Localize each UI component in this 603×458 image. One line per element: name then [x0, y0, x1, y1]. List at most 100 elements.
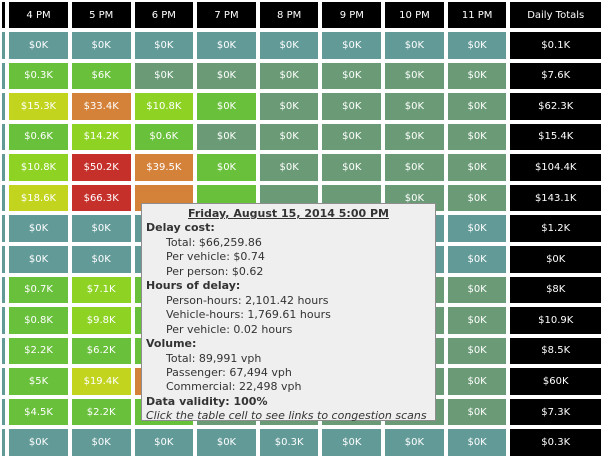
cost-cell-9pm[interactable]: $0K	[320, 121, 384, 153]
cost-cell-10pm[interactable]: $0K	[383, 427, 446, 458]
cost-cell-10pm[interactable]: $0K	[383, 121, 446, 153]
cost-cell-11pm[interactable]: $0K	[445, 335, 509, 367]
cost-cell-8pm[interactable]: $0.3K	[257, 427, 321, 458]
tooltip-delay-cost-total: Total: $66,259.86	[166, 235, 262, 249]
cost-cell-11pm[interactable]: $0K	[445, 243, 509, 275]
cost-cell-7pm[interactable]: $0K	[195, 91, 258, 122]
table-row: $15.3K $33.4K $10.8K $0K $0K $0K $0K $0K $62.3K	[0, 91, 603, 122]
cost-cell-10pm[interactable]: $0K	[383, 60, 446, 92]
cost-cell-8pm[interactable]: $0K	[257, 152, 321, 183]
cost-cell-4pm[interactable]: $0.6K	[7, 121, 70, 153]
cost-cell-10pm[interactable]: $0K	[383, 152, 446, 183]
cost-cell-9pm[interactable]: $0K	[320, 60, 384, 92]
header-row: 4 PM 5 PM 6 PM 7 PM 8 PM 9 PM 10 PM 11 P…	[0, 0, 603, 30]
cost-cell-7pm[interactable]: $0K	[195, 427, 258, 458]
row-date-cell	[0, 366, 8, 397]
cost-cell-9pm[interactable]: $0K	[320, 30, 384, 61]
daily-total-cell: $104.4K	[508, 152, 603, 183]
cost-cell-11pm[interactable]: $0K	[445, 427, 509, 458]
cost-cell-11pm[interactable]: $0K	[445, 91, 509, 122]
cost-cell-7pm[interactable]: $0K	[195, 152, 258, 183]
cost-cell-5pm[interactable]: $0K	[69, 213, 133, 244]
cost-cell-8pm[interactable]: $0K	[257, 121, 321, 153]
daily-total-cell: $143.1K	[508, 182, 603, 214]
cost-cell-9pm[interactable]: $0K	[320, 427, 384, 458]
table-row: $0.3K $6K $0K $0K $0K $0K $0K $0K $7.6K	[0, 60, 603, 92]
header-cell-10pm: 10 PM	[383, 0, 446, 30]
cost-cell-11pm[interactable]: $0K	[445, 152, 509, 183]
cost-cell-11pm[interactable]: $0K	[445, 366, 509, 397]
cost-cell-11pm[interactable]: $0K	[445, 60, 509, 92]
daily-total-cell: $15.4K	[508, 121, 603, 153]
cost-cell-4pm[interactable]: $2.2K	[7, 335, 70, 367]
cost-cell-6pm[interactable]: $0.6K	[132, 121, 196, 153]
cost-cell-6pm[interactable]: $0K	[132, 427, 196, 458]
cost-cell-5pm[interactable]: $2.2K	[69, 396, 133, 428]
table-row: $0K $0K $0K $0K $0K $0K $0K $0K $0.1K	[0, 30, 603, 61]
cost-cell-4pm[interactable]: $0K	[7, 243, 70, 275]
tooltip-data-validity: Data validity: 100%	[146, 394, 268, 408]
tooltip-title: Friday, August 15, 2014 5:00 PM	[188, 207, 389, 220]
cost-cell-11pm[interactable]: $0K	[445, 213, 509, 244]
cost-cell-7pm[interactable]: $0K	[195, 30, 258, 61]
cost-cell-5pm[interactable]: $9.8K	[69, 305, 133, 336]
cost-cell-9pm[interactable]: $0K	[320, 152, 384, 183]
daily-total-cell: $0K	[508, 243, 603, 275]
cost-cell-4pm[interactable]: $15.3K	[7, 91, 70, 122]
cost-cell-4pm[interactable]: $0.7K	[7, 274, 70, 306]
cost-cell-4pm[interactable]: $4.5K	[7, 396, 70, 428]
cost-cell-5pm[interactable]: $66.3K	[69, 182, 133, 214]
row-date-cell	[0, 243, 8, 275]
cost-cell-6pm[interactable]: $0K	[132, 30, 196, 61]
cost-cell-5pm[interactable]: $50.2K	[69, 152, 133, 183]
header-cell-date	[0, 0, 8, 30]
cost-cell-10pm[interactable]: $0K	[383, 91, 446, 122]
tooltip-hours-heading: Hours of delay:	[146, 279, 241, 293]
daily-total-cell: $7.3K	[508, 396, 603, 428]
daily-total-cell: $0.3K	[508, 427, 603, 458]
cost-cell-8pm[interactable]: $0K	[257, 60, 321, 92]
cost-cell-7pm[interactable]: $0K	[195, 60, 258, 92]
cost-cell-5pm[interactable]: $14.2K	[69, 121, 133, 153]
cost-cell-4pm[interactable]: $0K	[7, 30, 70, 61]
cost-cell-6pm[interactable]: $39.5K	[132, 152, 196, 183]
cost-cell-6pm[interactable]: $0K	[132, 60, 196, 92]
table-row: $0.6K $14.2K $0.6K $0K $0K $0K $0K $0K $15.4K	[0, 121, 603, 153]
cost-cell-5pm[interactable]: $6.2K	[69, 335, 133, 367]
cost-cell-7pm[interactable]: $0K	[195, 121, 258, 153]
cost-cell-5pm[interactable]: $0K	[69, 30, 133, 61]
cost-cell-4pm[interactable]: $0K	[7, 427, 70, 458]
cost-cell-11pm[interactable]: $0K	[445, 274, 509, 306]
header-cell-11pm: 11 PM	[445, 0, 509, 30]
table-row: $10.8K $50.2K $39.5K $0K $0K $0K $0K $0K $104.4K	[0, 152, 603, 183]
cost-cell-4pm[interactable]: $0.8K	[7, 305, 70, 336]
cost-cell-5pm[interactable]: $0K	[69, 243, 133, 275]
cost-cell-5pm[interactable]: $0K	[69, 427, 133, 458]
cost-cell-9pm[interactable]: $0K	[320, 91, 384, 122]
cost-cell-4pm[interactable]: $10.8K	[7, 152, 70, 183]
daily-total-cell: $7.6K	[508, 60, 603, 92]
cost-cell-4pm[interactable]: $0K	[7, 213, 70, 244]
cost-cell-6pm[interactable]: $10.8K	[132, 91, 196, 122]
cost-cell-4pm[interactable]: $5K	[7, 366, 70, 397]
cost-cell-5pm[interactable]: $7.1K	[69, 274, 133, 306]
cost-cell-4pm[interactable]: $18.6K	[7, 182, 70, 214]
row-date-cell	[0, 305, 8, 336]
cost-cell-11pm[interactable]: $0K	[445, 121, 509, 153]
cost-cell-8pm[interactable]: $0K	[257, 91, 321, 122]
cost-cell-11pm[interactable]: $0K	[445, 396, 509, 428]
cost-cell-8pm[interactable]: $0K	[257, 30, 321, 61]
cost-cell-5pm[interactable]: $19.4K	[69, 366, 133, 397]
tooltip-volume-heading: Volume:	[146, 337, 197, 351]
tooltip-vehicle-hours: Vehicle-hours: 1,769.61 hours	[166, 308, 331, 322]
cost-cell-11pm[interactable]: $0K	[445, 182, 509, 214]
cost-cell-4pm[interactable]: $0.3K	[7, 60, 70, 92]
cost-cell-5pm[interactable]: $6K	[69, 60, 133, 92]
row-date-cell	[0, 427, 8, 458]
cost-cell-10pm[interactable]: $0K	[383, 30, 446, 61]
cost-cell-11pm[interactable]: $0K	[445, 30, 509, 61]
cost-cell-5pm[interactable]: $33.4K	[69, 91, 133, 122]
cost-cell-11pm[interactable]: $0K	[445, 305, 509, 336]
tooltip-note: Click the table cell to see links to con…	[146, 409, 427, 423]
daily-total-cell: $8.5K	[508, 335, 603, 367]
